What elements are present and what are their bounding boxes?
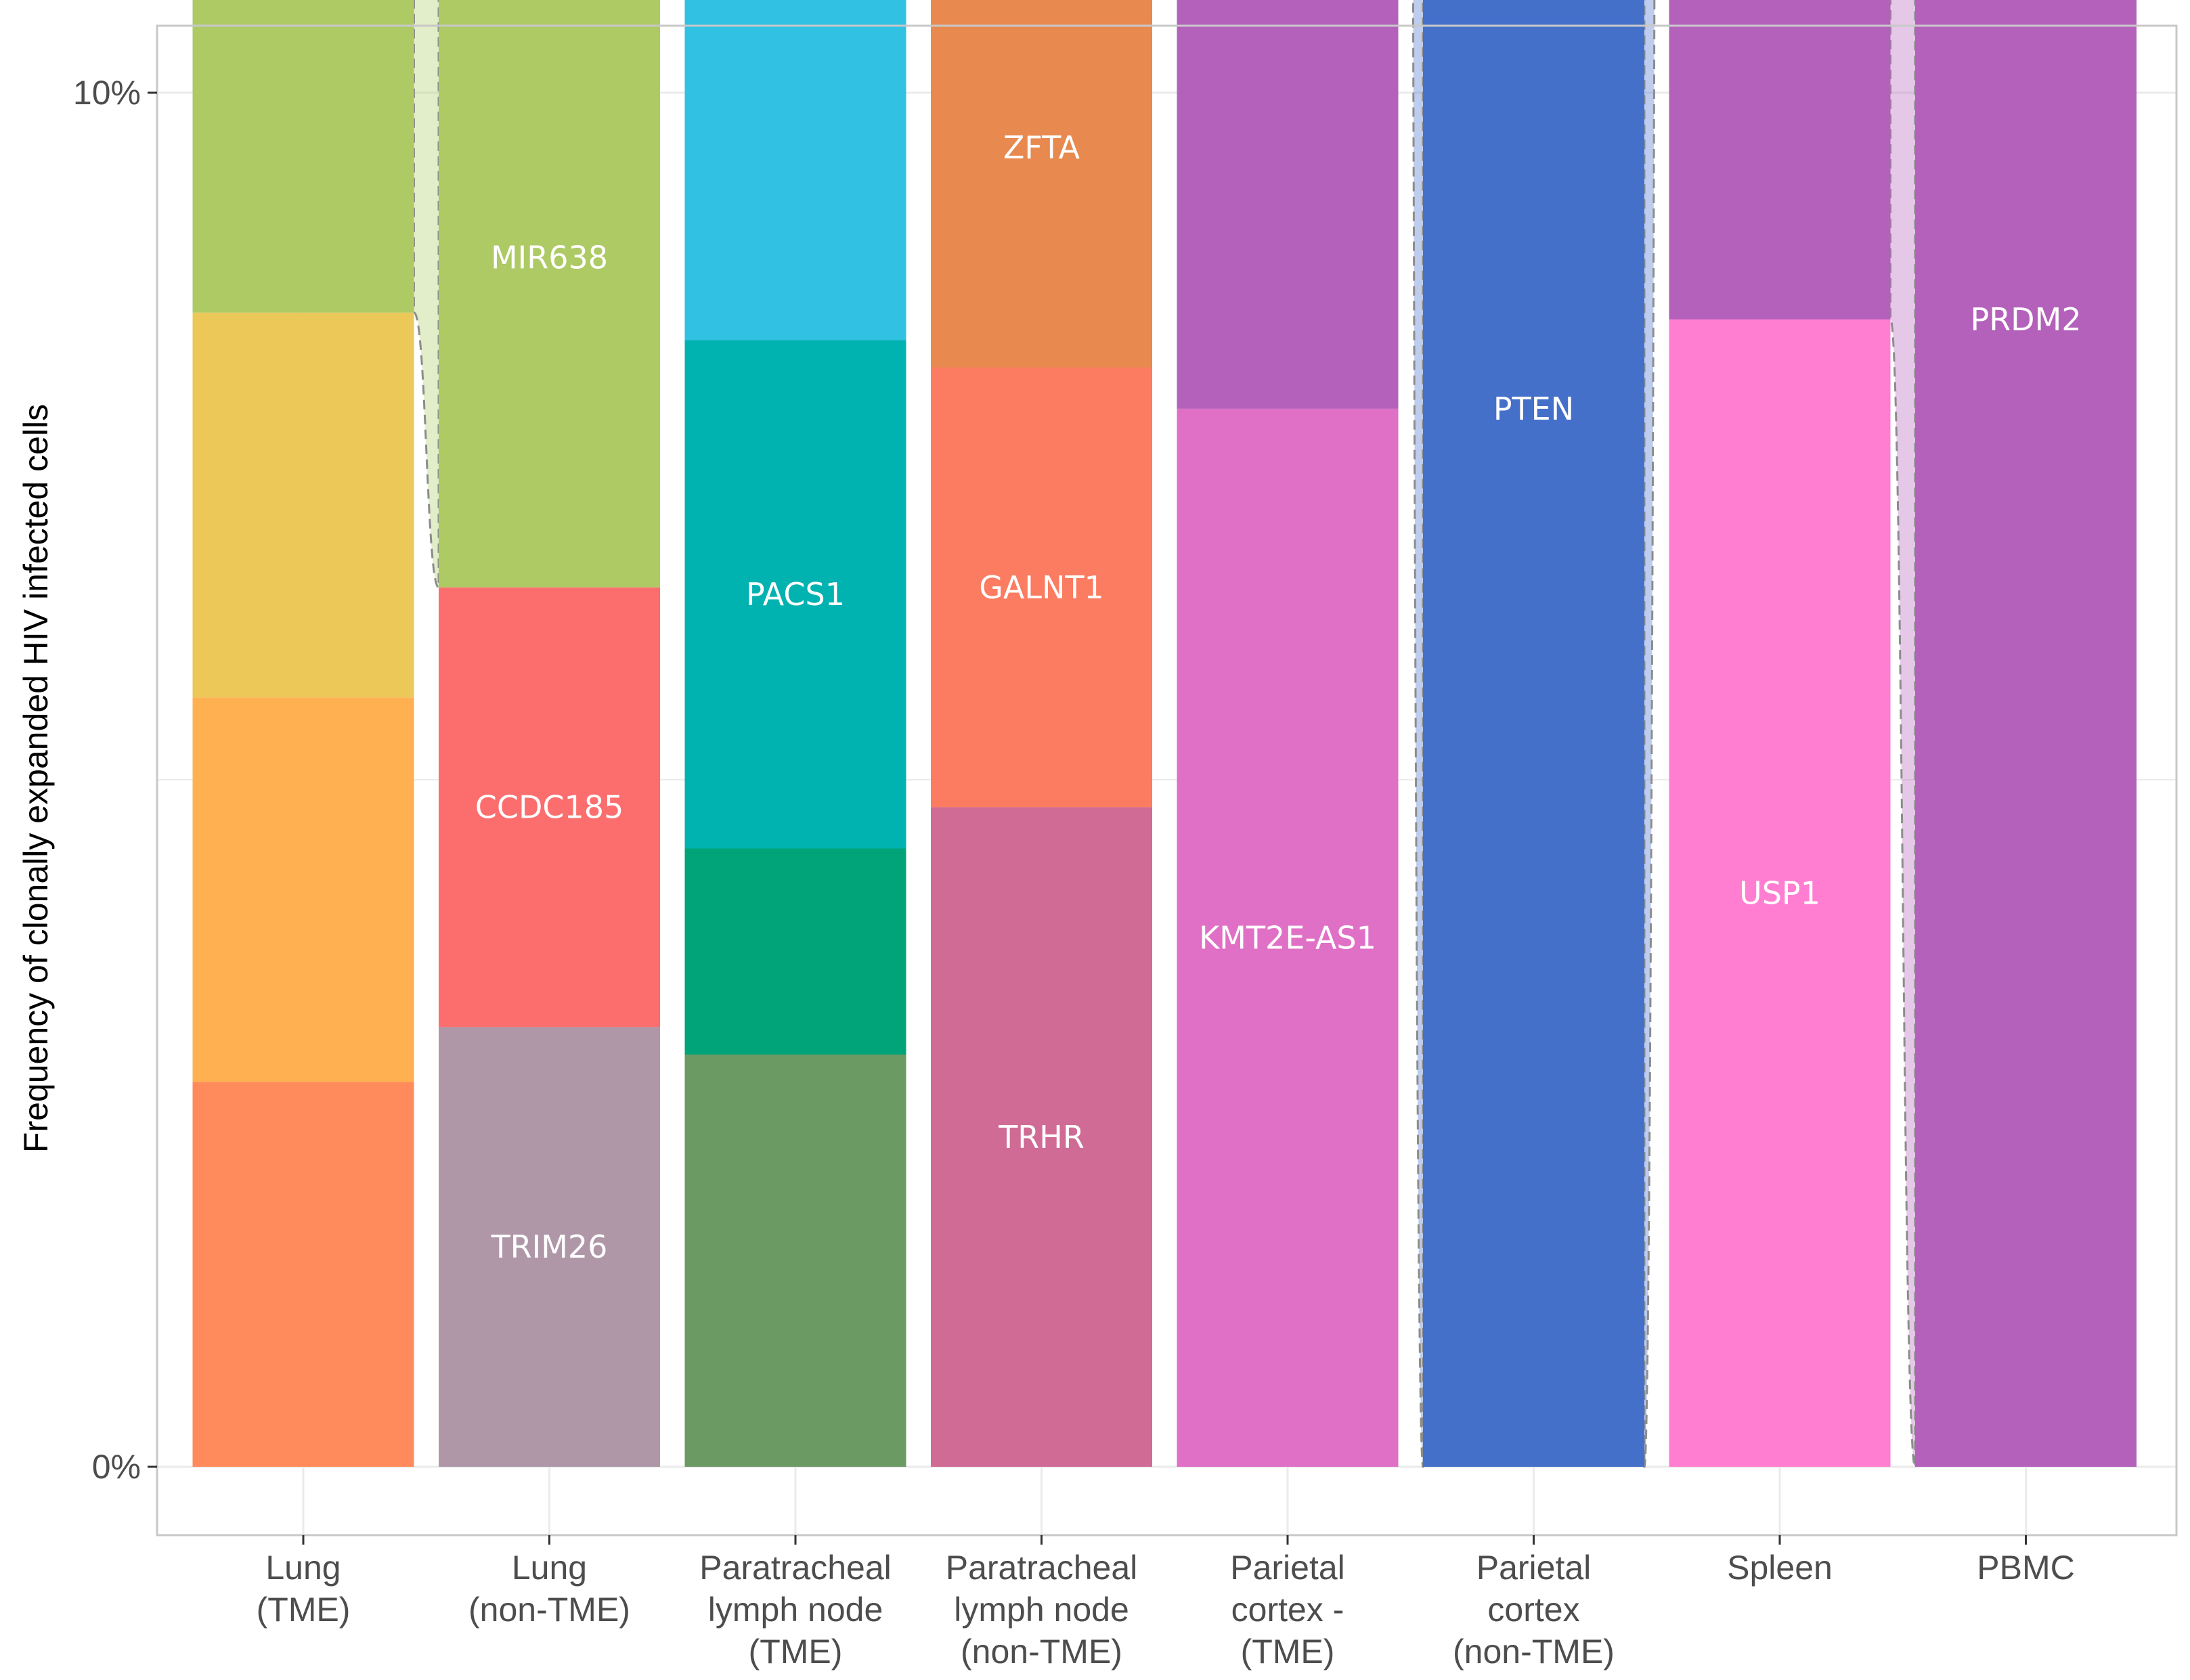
bar-segment bbox=[684, 0, 906, 340]
x-tick-label: (TME) bbox=[749, 1633, 843, 1671]
bar-layer bbox=[192, 0, 2137, 1467]
bar-segment bbox=[684, 1055, 906, 1467]
flow-ribbon bbox=[1643, 0, 1656, 1469]
bar-segment bbox=[1177, 408, 1399, 1467]
bar-segment bbox=[439, 587, 660, 1027]
bar-segment bbox=[1669, 0, 1891, 319]
flow-layer bbox=[413, 0, 1917, 1469]
bar-segment bbox=[192, 1082, 414, 1467]
axis-layer: 0%10%20%30%40%50%Lung(TME)Lung(non-TME)P… bbox=[73, 24, 2178, 1671]
segment-label: PTEN bbox=[1493, 391, 1574, 427]
bar-segment bbox=[684, 340, 906, 849]
bar-segment bbox=[192, 0, 414, 313]
bar-segment bbox=[439, 0, 660, 588]
x-tick-label: Parietal bbox=[1476, 1549, 1592, 1587]
y-tick-label: 0% bbox=[92, 1448, 141, 1486]
x-tick-label: Paratracheal bbox=[699, 1549, 892, 1587]
bar-segment bbox=[1177, 0, 1399, 409]
flow-ribbon bbox=[1889, 0, 1917, 1468]
x-tick-label: cortex - bbox=[1231, 1591, 1344, 1629]
x-tick-label: (non-TME) bbox=[468, 1591, 630, 1629]
y-tick-label: 10% bbox=[73, 74, 141, 112]
x-tick-label: Spleen bbox=[1727, 1549, 1833, 1587]
x-tick-label: (TME) bbox=[257, 1591, 351, 1629]
bar-segment bbox=[1669, 319, 1891, 1467]
segment-label: GALNT1 bbox=[979, 569, 1104, 606]
segment-label-layer: PCED1B-AS1PTENTRIM26CCDC185MIR638PACS1DD… bbox=[475, 129, 2082, 1265]
bar-segment bbox=[684, 848, 906, 1055]
x-tick-label: lymph node bbox=[708, 1591, 883, 1629]
x-tick-label: (non-TME) bbox=[1453, 1633, 1615, 1671]
x-tick-label: cortex bbox=[1487, 1591, 1579, 1629]
segment-label: KMT2E-AS1 bbox=[1199, 919, 1376, 956]
x-tick-label: Lung bbox=[512, 1549, 587, 1587]
segment-label: CCDC185 bbox=[475, 789, 624, 826]
bar-segment bbox=[931, 368, 1152, 808]
segment-label: TRIM26 bbox=[491, 1229, 608, 1265]
bar-segment bbox=[931, 807, 1152, 1467]
x-tick-label: Lung bbox=[265, 1549, 341, 1587]
x-tick-label: (non-TME) bbox=[961, 1633, 1122, 1671]
segment-label: PACS1 bbox=[746, 576, 845, 613]
x-tick-label: Paratracheal bbox=[946, 1549, 1138, 1587]
y-axis-title: Frequency of clonally expanded HIV infec… bbox=[17, 404, 55, 1153]
flow-ribbon bbox=[413, 0, 440, 589]
x-tick-label: (TME) bbox=[1241, 1633, 1335, 1671]
segment-label: TRHR bbox=[998, 1119, 1085, 1155]
segment-label: MIR638 bbox=[491, 240, 608, 276]
segment-label: PRDM2 bbox=[1970, 301, 2081, 338]
segment-label: ZFTA bbox=[1003, 129, 1080, 166]
x-tick-label: Parietal bbox=[1230, 1549, 1345, 1587]
bar-segment bbox=[439, 1027, 660, 1467]
bar-segment bbox=[1915, 0, 2137, 1467]
bar-segment bbox=[931, 0, 1152, 368]
x-tick-label: PBMC bbox=[1977, 1549, 2074, 1587]
segment-label: USP1 bbox=[1739, 875, 1820, 911]
flow-ribbon bbox=[1411, 0, 1424, 1469]
bar-segment bbox=[1423, 0, 1644, 1467]
x-tick-label: lymph node bbox=[954, 1591, 1129, 1629]
bar-segment bbox=[192, 312, 414, 698]
panel-border bbox=[156, 24, 2178, 1537]
bar-segment bbox=[192, 697, 414, 1082]
